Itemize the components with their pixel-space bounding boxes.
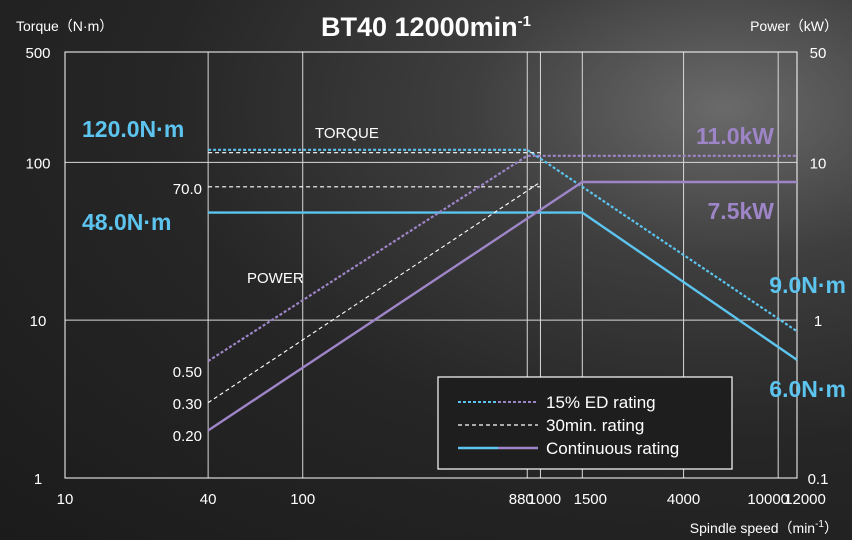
series-lines: [207, 148, 798, 432]
x-tick-label: 1500: [574, 491, 607, 508]
x-axis-label: Spindle speed（min-1）: [690, 519, 838, 536]
callout-torque-48: 48.0N·m: [82, 209, 171, 235]
chart-title: BT40 12000min-1: [321, 12, 531, 42]
series-power-dashed: [207, 181, 541, 404]
torque-70-label: 70.0: [173, 181, 202, 198]
y-left-axis-label: Torque（N·m）: [16, 18, 113, 34]
callout-torque-9: 9.0N·m: [769, 272, 846, 298]
plot-frame: [64, 51, 798, 479]
power-020-label: 0.20: [173, 428, 202, 445]
power-030-label: 0.30: [173, 396, 202, 413]
x-tick-label: 1000: [528, 491, 561, 508]
y-right-tick-label: 10: [810, 155, 827, 172]
callout-torque-120: 120.0N·m: [82, 116, 184, 142]
y-right-tick-label: 0.1: [808, 471, 829, 488]
y-left-tick-label: 1: [34, 471, 42, 488]
legend-label-15ed: 15% ED rating: [546, 393, 656, 412]
callout-power-7-5: 7.5kW: [708, 198, 775, 224]
series-torque-dotted: [208, 148, 798, 333]
x-tick-label: 4000: [667, 491, 700, 508]
y-left-tick-label: 100: [25, 155, 50, 172]
power-050-label: 0.50: [173, 364, 202, 381]
x-tick-label: 100: [290, 491, 315, 508]
torque-annotation: TORQUE: [315, 125, 379, 142]
y-left-tick-label: 10: [30, 313, 47, 330]
legend-label-30min: 30min. rating: [546, 416, 644, 435]
x-tick-label: 40: [200, 491, 217, 508]
y-right-axis-label: Power（kW）: [750, 18, 838, 34]
x-tick-label: 880: [509, 491, 534, 508]
x-tick-label: 10000: [747, 491, 789, 508]
series-power-solid: [207, 180, 797, 432]
power-annotation: POWER: [247, 270, 304, 287]
x-tick-label: 10: [57, 491, 74, 508]
y-right-tick-label: 1: [814, 313, 822, 330]
legend: 15% ED rating 30min. rating Continuous r…: [437, 376, 733, 470]
series-torque-solid: [208, 211, 798, 361]
y-left-tick-label: 500: [25, 45, 50, 62]
series-power-dotted: [207, 154, 797, 363]
callout-power-11: 11.0kW: [696, 123, 774, 149]
legend-box: [437, 376, 733, 470]
legend-label-continuous: Continuous rating: [546, 439, 679, 458]
y-right-tick-label: 50: [810, 45, 827, 62]
callout-torque-6: 6.0N·m: [769, 376, 846, 402]
x-tick-label: 12000: [784, 491, 826, 508]
